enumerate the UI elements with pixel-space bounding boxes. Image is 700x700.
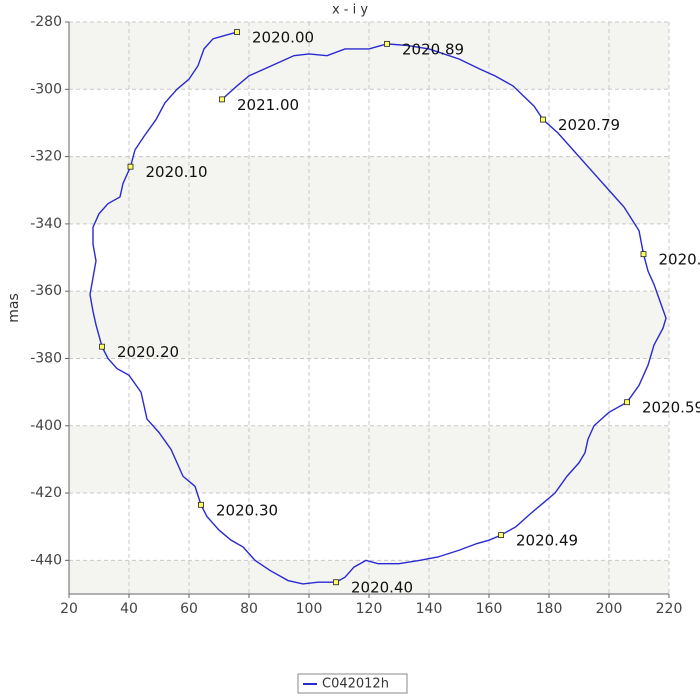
y-tick-label: -380 (30, 350, 62, 366)
annotation-marker (198, 501, 204, 508)
annotation-marker (219, 96, 225, 103)
annotation-marker (234, 29, 240, 35)
annotation-label: 2020.20 (117, 343, 179, 361)
annotation-marker (640, 251, 647, 258)
annotation-label: 2021.00 (237, 96, 299, 114)
annotation-marker (333, 579, 339, 586)
y-tick-label: -420 (30, 485, 62, 501)
legend-label: C042012h (322, 677, 389, 692)
x-tick-label: 220 (656, 601, 683, 617)
annotation-label: 2020. (659, 251, 700, 269)
chart-title: x - i y (332, 3, 368, 18)
series-line (89, 31, 667, 585)
x-tick-label: 40 (120, 601, 138, 617)
y-tick-label: -440 (30, 552, 62, 568)
x-tick-label: 140 (416, 601, 443, 617)
annotation-label: 2020.49 (516, 532, 578, 550)
x-tick-label: 20 (60, 601, 78, 617)
annotation-label: 2020.79 (558, 116, 620, 134)
annotation-label: 2020.89 (402, 40, 464, 58)
annotation-label: 2020.10 (146, 163, 208, 181)
annotation-label: 2020.40 (351, 579, 413, 597)
x-tick-label: 200 (596, 601, 623, 617)
x-tick-label: 160 (476, 601, 503, 617)
y-tick-label: -400 (30, 418, 62, 434)
annotation-label: 2020.30 (216, 501, 278, 519)
annotation-label: 2020.00 (252, 29, 314, 47)
annotation-marker (99, 343, 105, 350)
x-tick-label: 100 (296, 601, 323, 617)
annotation-marker (127, 163, 134, 170)
y-tick-label: -320 (30, 149, 62, 165)
y-tick-label: -360 (30, 283, 62, 299)
legend: C042012h (297, 673, 408, 694)
y-axis-label: mas (6, 293, 22, 323)
annotation-marker (384, 40, 390, 47)
annotation-marker (624, 399, 630, 406)
annotation-marker (540, 116, 546, 123)
legend-box (297, 673, 408, 694)
y-tick-label: -340 (30, 216, 62, 232)
y-tick-label: -280 (30, 14, 62, 30)
x-tick-label: 180 (536, 601, 563, 617)
annotation-label: 2020.59 (642, 399, 700, 417)
y-tick-label: -300 (30, 81, 62, 97)
x-tick-label: 120 (356, 601, 383, 617)
x-tick-label: 60 (180, 601, 198, 617)
annotation-marker (498, 532, 504, 539)
x-tick-label: 80 (240, 601, 258, 617)
